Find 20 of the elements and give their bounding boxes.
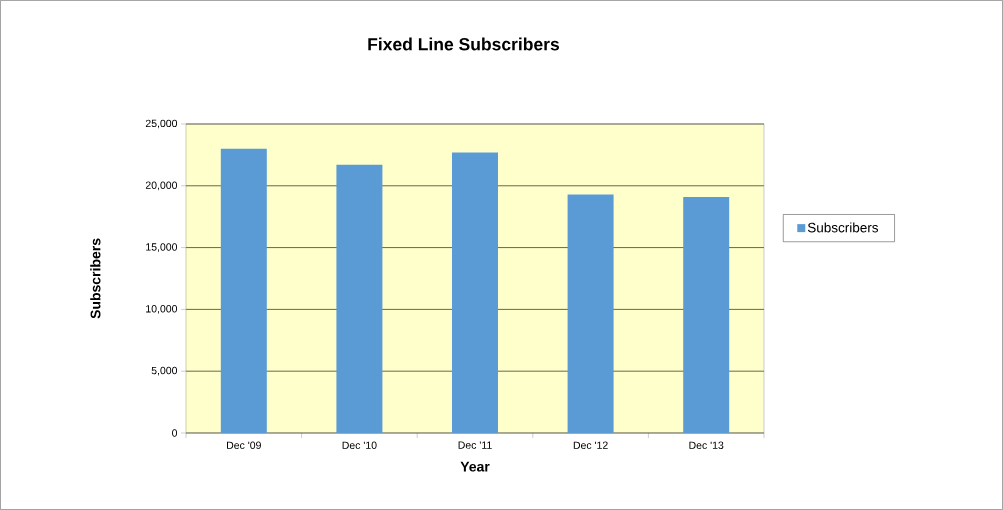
y-tick-label: 5,000 — [151, 366, 178, 376]
y-tick-label: 10,000 — [146, 305, 178, 314]
bar — [567, 194, 614, 433]
bar — [220, 148, 267, 433]
chart-title: Fixed Line Subscribers — [368, 37, 559, 51]
bar — [683, 196, 730, 433]
y-tick-label: 20,000 — [145, 181, 178, 191]
x-tick-label: Dec '13 — [689, 441, 724, 449]
x-tick-label: Dec '09 — [227, 441, 261, 449]
x-tick-label: Dec '11 — [458, 441, 492, 449]
x-axis-title: Year — [460, 461, 490, 472]
y-tick-label: 15,000 — [146, 243, 178, 252]
y-tick-label: 25,000 — [145, 119, 178, 129]
x-tick-label: Dec '12 — [573, 441, 608, 449]
y-tick-label: 0 — [172, 429, 178, 437]
y-axis-title: Subscribers — [90, 238, 101, 319]
bar — [336, 164, 383, 433]
x-tick-label: Dec '10 — [342, 441, 377, 449]
bar — [452, 152, 498, 433]
legend-label: Subscribers — [807, 222, 879, 233]
